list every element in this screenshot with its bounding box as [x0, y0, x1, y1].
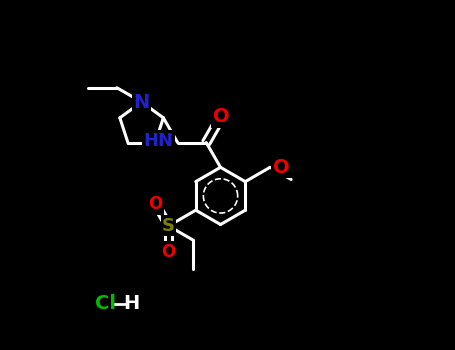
- Text: HN: HN: [143, 132, 173, 150]
- Text: N: N: [133, 92, 150, 112]
- Text: Cl: Cl: [95, 294, 116, 314]
- Text: H: H: [123, 294, 140, 314]
- Text: S: S: [162, 217, 175, 235]
- Text: O: O: [273, 158, 289, 177]
- Text: O: O: [148, 195, 162, 214]
- Text: O: O: [162, 243, 176, 261]
- Text: O: O: [212, 107, 229, 126]
